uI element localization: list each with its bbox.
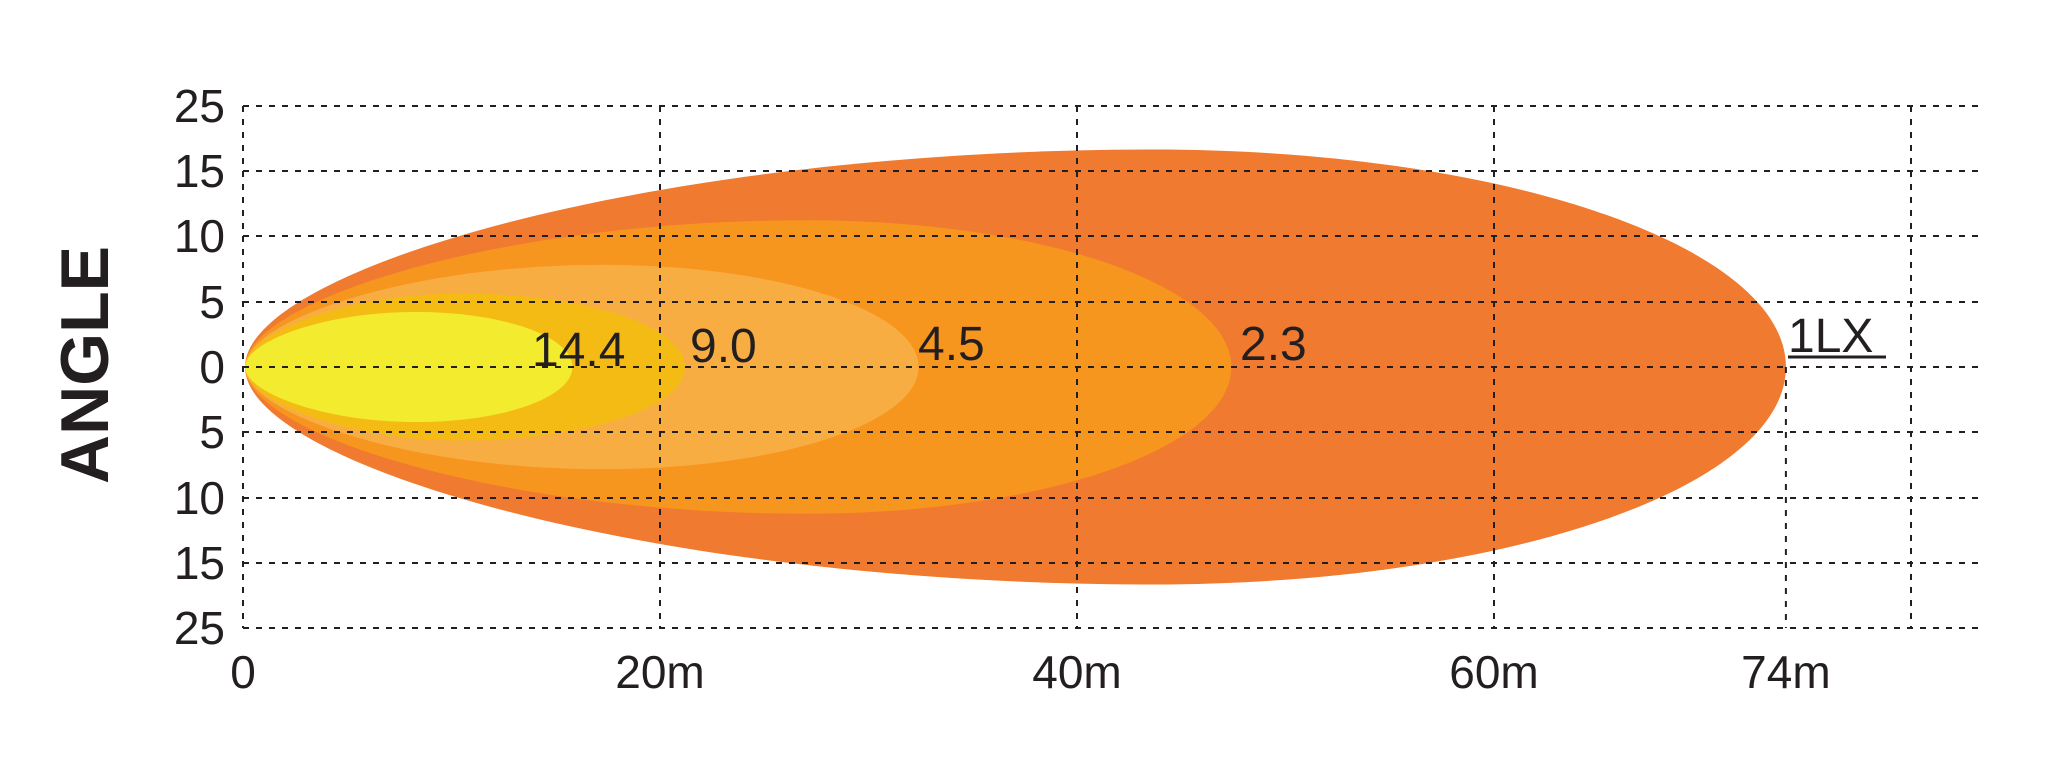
y-tick-label: 5 <box>199 276 225 328</box>
y-tick-label: 5 <box>199 406 225 458</box>
contour-labels: 1LX 2.3 4.5 9.0 14.4 <box>532 310 1886 377</box>
y-tick-labels: 25 15 10 5 0 5 10 15 25 <box>174 80 225 654</box>
y-tick-label: 10 <box>174 472 225 524</box>
x-tick-labels: 0 20m 40m 60m 74m <box>230 646 1830 698</box>
y-tick-label: 15 <box>174 537 225 589</box>
x-tick-label: 40m <box>1032 646 1121 698</box>
grid-lines <box>242 105 1978 629</box>
contour-label: 14.4 <box>532 324 625 377</box>
y-tick-label: 25 <box>174 80 225 132</box>
y-tick-label: 15 <box>174 145 225 197</box>
y-tick-label: 10 <box>174 210 225 262</box>
contour-label: 2.3 <box>1240 318 1307 371</box>
isolux-contour-4 <box>245 311 573 423</box>
y-tick-label: 25 <box>174 602 225 654</box>
x-tick-label: 60m <box>1449 646 1538 698</box>
contour-label: 4.5 <box>918 318 985 371</box>
y-tick-label: 0 <box>199 341 225 393</box>
contour-label: 1LX <box>1788 310 1873 363</box>
x-tick-label: 0 <box>230 646 256 698</box>
x-tick-label: 20m <box>615 646 704 698</box>
x-tick-label: 74m <box>1741 646 1830 698</box>
contour-label: 9.0 <box>690 320 757 373</box>
y-axis-label: ANGLE <box>47 246 123 484</box>
